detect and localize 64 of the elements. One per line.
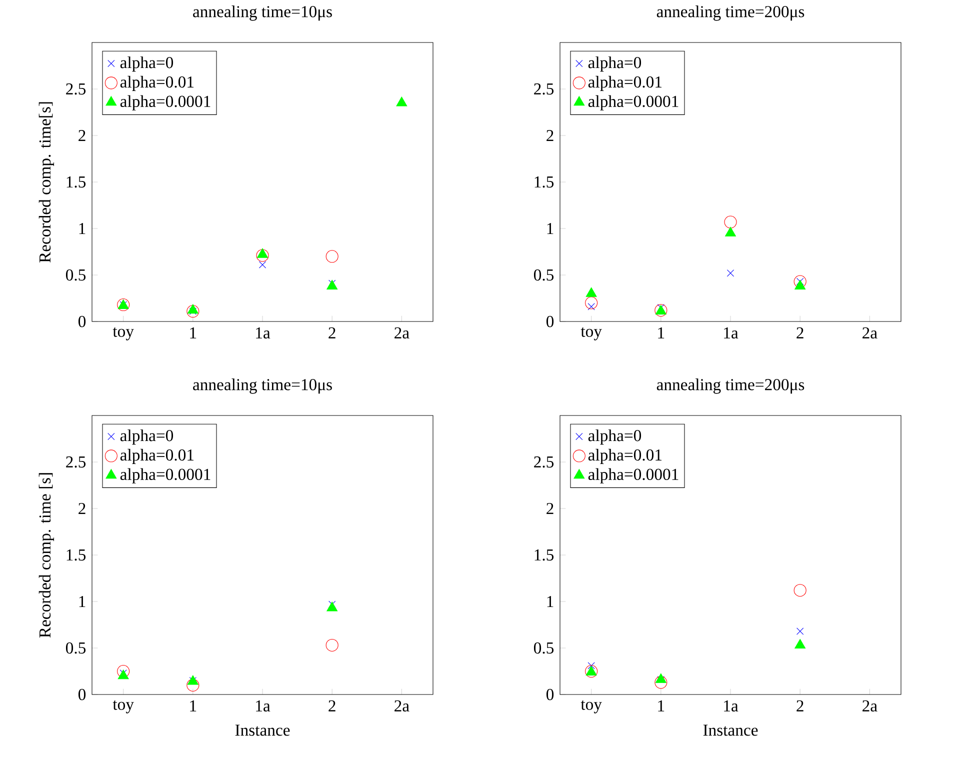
legend-label: alpha=0 <box>588 430 642 445</box>
x-axis-title: Instance <box>235 724 290 736</box>
y-tick-label: 1.5 <box>534 176 554 188</box>
y-tick-label: 2 <box>546 503 554 514</box>
x-axis-title: Instance <box>703 724 758 736</box>
y-tick-label: 0 <box>78 316 86 328</box>
y-tick-label: 1.5 <box>66 550 86 561</box>
y-tick-label: 2.5 <box>534 456 554 468</box>
x-tick-label: 1 <box>658 700 664 712</box>
x-tick-label: 1a <box>724 700 738 712</box>
x-tick-label: 1a <box>724 328 738 339</box>
legend-label: alpha=0.01 <box>588 449 662 464</box>
chart-title: annealing time=10μs <box>193 378 332 394</box>
y-tick-label: 2 <box>78 503 86 514</box>
y-tick-label: 0.5 <box>534 642 554 654</box>
x-tick-label: 1 <box>190 328 196 339</box>
x-tick-label: 1 <box>190 700 196 712</box>
x-tick-label: 1a <box>256 328 270 339</box>
y-tick-label: 1 <box>79 223 86 234</box>
y-tick-label: 1.5 <box>66 176 86 188</box>
y-tick-label: 2.5 <box>66 456 86 468</box>
chart-title: annealing time=200μs <box>656 6 804 21</box>
x-tick-label: 2a <box>394 328 410 339</box>
x-tick-label: toy <box>112 328 134 341</box>
x-tick-label: toy <box>112 700 134 714</box>
y-tick-label: 0.5 <box>66 642 86 654</box>
x-tick-label: 2 <box>328 328 336 339</box>
x-tick-label: 2 <box>796 328 804 339</box>
x-tick-label: 2a <box>862 700 878 712</box>
x-tick-label: 2 <box>328 700 336 712</box>
x-tick-label: 2a <box>394 700 410 712</box>
legend-label: alpha=0 <box>120 430 174 445</box>
legend-label: alpha=0.01 <box>120 449 194 464</box>
y-tick-label: 2.5 <box>66 84 86 95</box>
x-tick-label: 1a <box>256 700 270 712</box>
y-tick-label: 0 <box>546 316 554 328</box>
y-tick-label: 1 <box>79 596 86 608</box>
legend-label: alpha=0.0001 <box>588 96 678 111</box>
y-tick-label: 0.5 <box>66 270 86 281</box>
y-axis-title: Recorded comp. time [s] <box>38 473 54 638</box>
y-tick-label: 2.5 <box>534 84 554 95</box>
legend-label: alpha=0.0001 <box>588 468 678 484</box>
y-tick-label: 2 <box>78 130 86 142</box>
y-tick-label: 1 <box>547 596 554 608</box>
y-tick-label: 1 <box>547 223 554 234</box>
legend-label: alpha=0 <box>120 56 174 72</box>
y-axis-title: Recorded comp. time[s] <box>38 102 54 263</box>
y-tick-label: 0.5 <box>534 270 554 281</box>
x-tick-label: toy <box>580 700 602 714</box>
legend-label: alpha=0 <box>588 56 642 72</box>
legend-label: alpha=0.0001 <box>120 96 210 111</box>
legend-label: alpha=0.01 <box>588 76 662 92</box>
legend-label: alpha=0.01 <box>120 76 194 92</box>
chart-title: annealing time=10μs <box>193 6 332 21</box>
x-tick-label: 1 <box>658 328 664 339</box>
x-tick-label: 2 <box>796 700 804 712</box>
y-tick-label: 1.5 <box>534 550 554 561</box>
y-tick-label: 2 <box>546 130 554 142</box>
y-tick-label: 0 <box>546 689 554 700</box>
legend-label: alpha=0.0001 <box>120 468 210 484</box>
chart-title: annealing time=200μs <box>656 378 804 394</box>
y-tick-label: 0 <box>78 689 86 700</box>
x-tick-label: 2a <box>862 328 878 339</box>
x-tick-label: toy <box>580 328 602 341</box>
